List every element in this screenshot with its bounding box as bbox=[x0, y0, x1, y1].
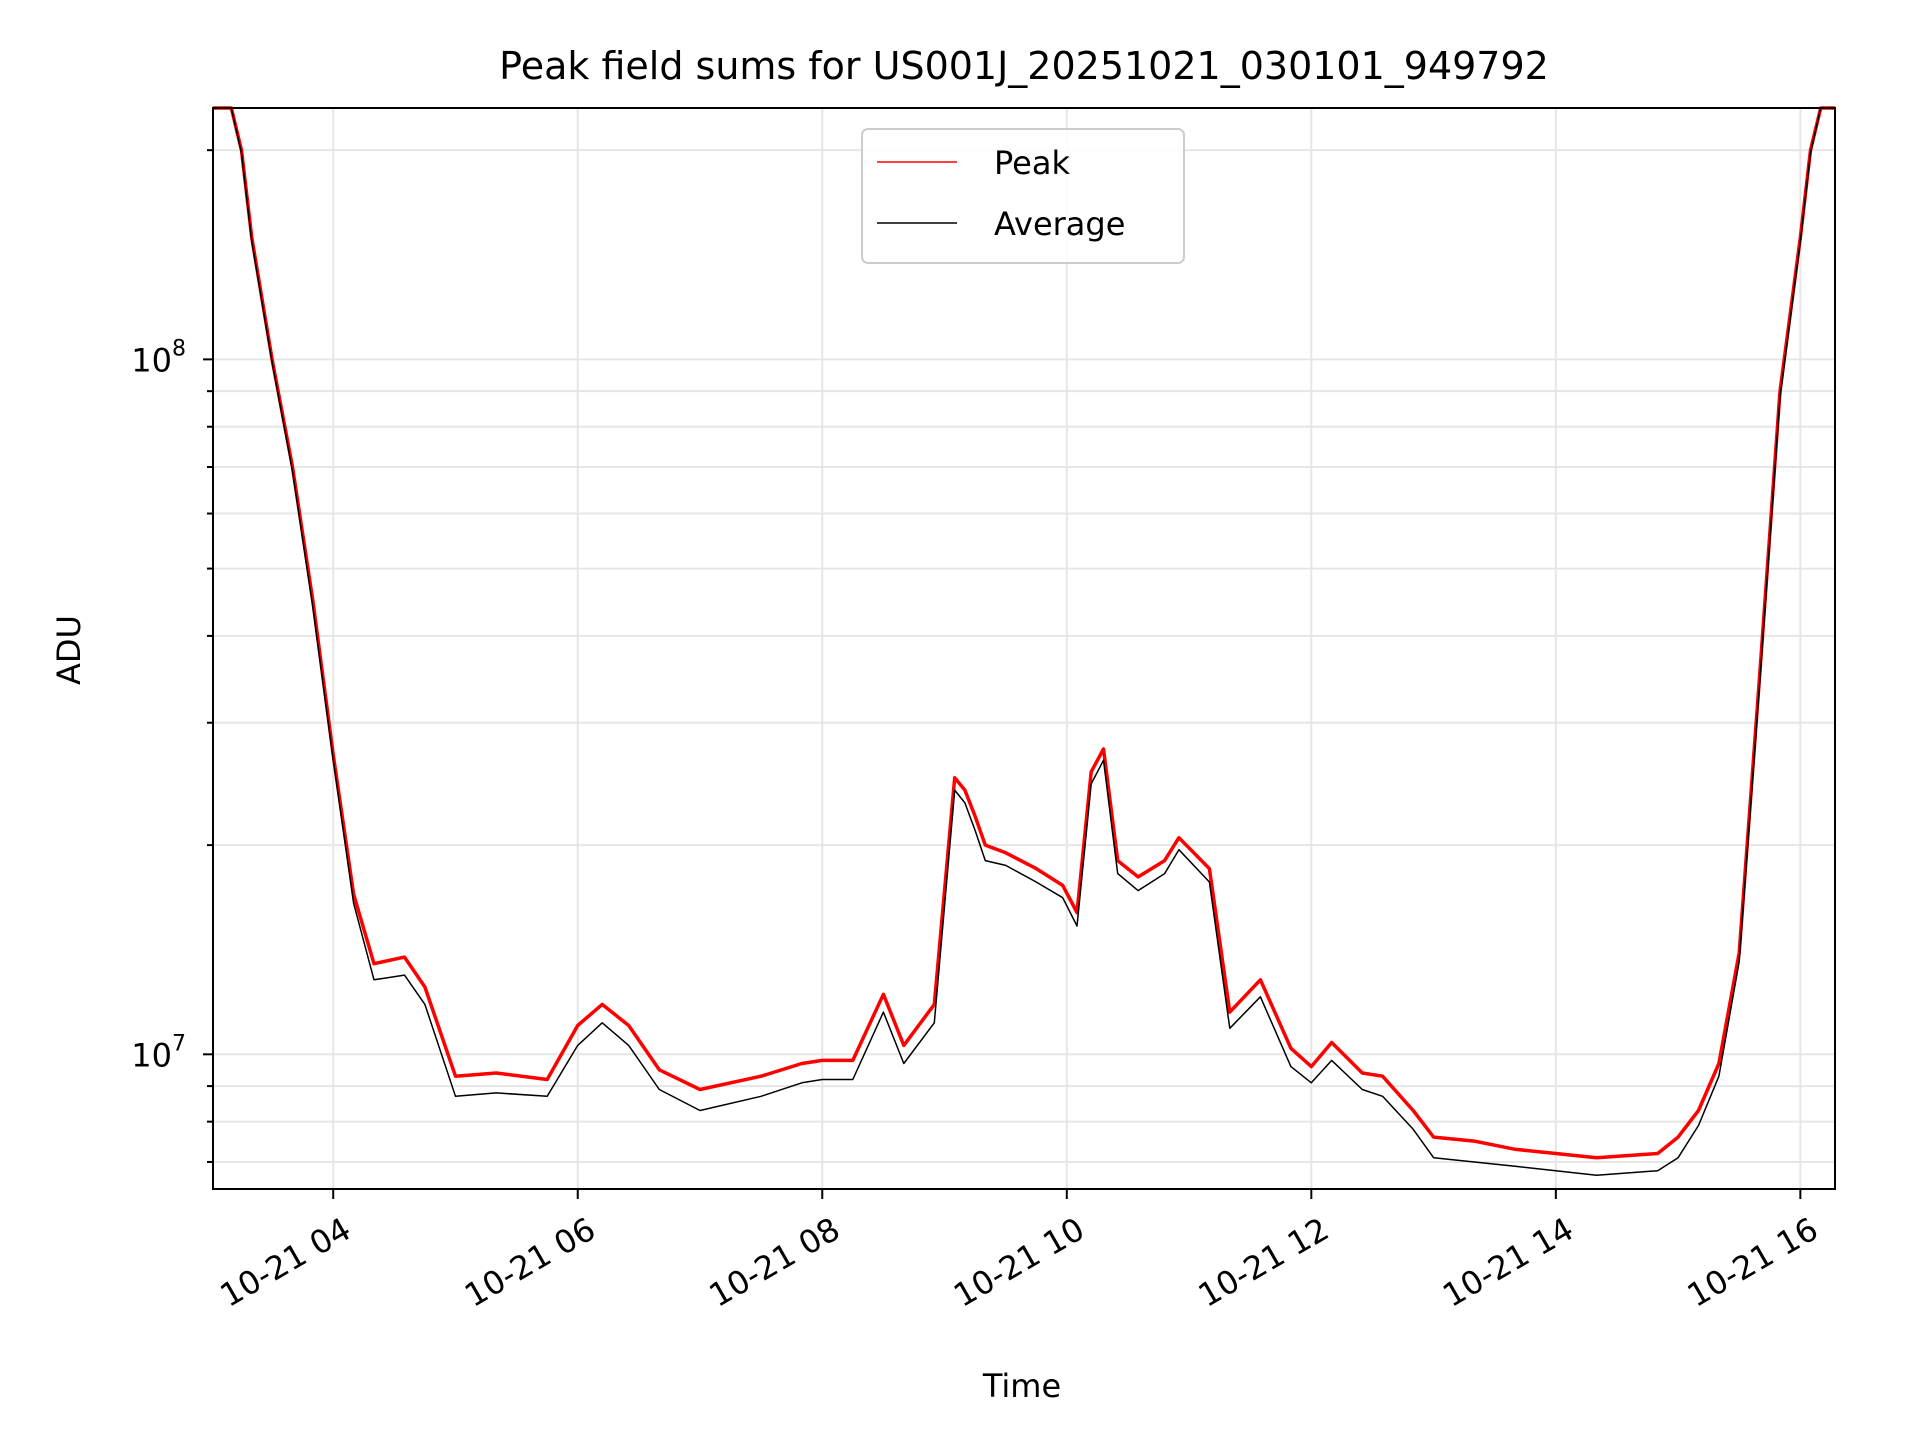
legend-label-average: Average bbox=[994, 205, 1125, 243]
y-tick-label: 108 bbox=[131, 336, 186, 379]
chart-title: Peak field sums for US001J_20251021_0301… bbox=[499, 44, 1549, 88]
plot-frame bbox=[212, 107, 1836, 1190]
x-axis-label: Time bbox=[982, 1367, 1061, 1405]
legend: Peak Average bbox=[861, 128, 1185, 264]
series-layer bbox=[213, 106, 1835, 1176]
y-axis-label: ADU bbox=[50, 615, 88, 685]
series-line-peak bbox=[213, 106, 1835, 1160]
series-line-average bbox=[213, 107, 1835, 1176]
y-tick-label: 107 bbox=[131, 1031, 186, 1074]
legend-label-peak: Peak bbox=[994, 144, 1070, 182]
grid-layer bbox=[213, 108, 1835, 1189]
